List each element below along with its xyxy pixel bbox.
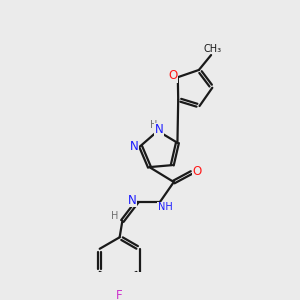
Text: O: O xyxy=(193,165,202,178)
Text: H: H xyxy=(150,120,158,130)
Text: N: N xyxy=(128,194,137,207)
Text: CH₃: CH₃ xyxy=(203,44,221,54)
Text: N: N xyxy=(155,123,164,136)
Text: NH: NH xyxy=(158,202,172,212)
Text: H: H xyxy=(111,211,118,221)
Text: N: N xyxy=(130,140,139,152)
Text: F: F xyxy=(116,289,123,300)
Text: O: O xyxy=(168,69,178,82)
